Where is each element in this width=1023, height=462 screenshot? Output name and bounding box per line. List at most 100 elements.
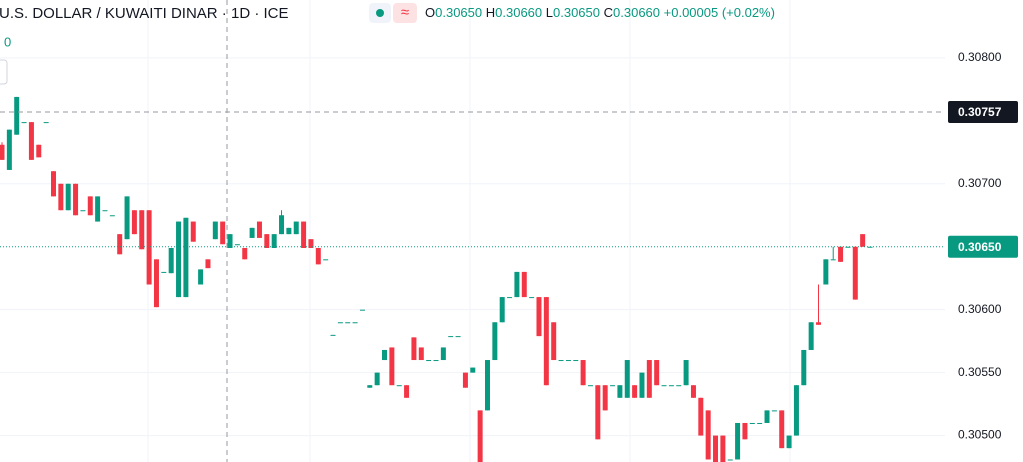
candle-body	[838, 246, 844, 262]
candle-body	[168, 247, 174, 274]
candle-body	[337, 322, 343, 324]
candle-body	[396, 385, 402, 387]
candle-body	[242, 247, 248, 260]
overlay: 0.30800 0.30700 0.30600 0.30550 0.30500 0.306…	[0, 50, 1018, 442]
candle-body	[234, 244, 240, 246]
candle-body	[367, 385, 373, 388]
candle-body	[793, 385, 799, 436]
candle-body	[764, 410, 770, 423]
candles	[0, 96, 873, 462]
candle-body	[73, 183, 79, 216]
candle-body	[293, 221, 299, 235]
candle-body	[433, 360, 439, 362]
candle-body	[36, 144, 42, 158]
candle-body	[21, 122, 27, 124]
y-tick-label: 0.30550	[958, 365, 1002, 379]
candle-body	[161, 271, 167, 273]
candle-body	[418, 347, 424, 361]
candle-body	[720, 435, 726, 462]
candle-body	[507, 297, 513, 299]
indicator-value: 0	[4, 34, 11, 49]
candle-body	[779, 410, 785, 449]
candle-body	[514, 271, 520, 298]
candle-body	[757, 422, 763, 424]
candle-body	[0, 144, 5, 160]
candle-body	[668, 385, 674, 387]
candle-body	[521, 271, 527, 298]
candle-body	[624, 360, 630, 398]
candle-body	[58, 183, 64, 211]
candle-body	[448, 336, 454, 338]
candle-body	[389, 347, 395, 386]
compare-button[interactable]	[393, 3, 417, 23]
readout-value: 0.30650	[435, 5, 482, 20]
candle-body	[705, 410, 711, 460]
candle-body	[676, 385, 682, 387]
candle-body	[801, 349, 807, 386]
candle-body	[6, 129, 12, 170]
candle-body	[256, 221, 262, 238]
candle-body	[830, 259, 836, 261]
ohlc-readout: O0.30650 H0.30660 L0.30650 C0.30660 +0.0…	[425, 5, 775, 20]
candle-body	[727, 459, 733, 461]
y-tick-label: 0.30700	[958, 176, 1002, 190]
candle-body	[382, 349, 388, 361]
candle-body	[183, 217, 189, 298]
candle-body	[860, 234, 866, 247]
readout-value: 0.30660	[495, 5, 542, 20]
candle-body	[271, 234, 277, 248]
candle-body	[617, 385, 623, 398]
candle-body	[359, 309, 365, 311]
candle-body	[124, 196, 130, 240]
candle-body	[749, 422, 755, 424]
chart-title: U.S. DOLLAR / KUWAITI DINAR · 1D · ICE	[0, 5, 288, 22]
y-tick-label: 0.30600	[958, 302, 1002, 316]
candle-body	[565, 360, 571, 362]
candle-body	[484, 360, 490, 411]
candle-body	[440, 347, 446, 361]
candle-body	[14, 96, 20, 135]
candle-body	[587, 385, 593, 387]
candle-body	[713, 435, 719, 462]
candle-body	[462, 372, 468, 388]
candle-body	[808, 322, 814, 350]
candle-body	[690, 385, 696, 398]
candle-body	[198, 269, 204, 285]
candle-body	[139, 210, 145, 250]
candle-body	[816, 322, 822, 325]
candle-body	[352, 322, 358, 324]
candle-body	[683, 360, 689, 386]
candle-body	[543, 297, 549, 386]
candle-body	[602, 385, 608, 411]
candle-body	[477, 410, 483, 462]
candle-body	[286, 227, 292, 235]
last-price-box	[948, 235, 1018, 258]
candle-body	[771, 410, 777, 412]
readout-key: L	[546, 5, 553, 20]
collapse-button[interactable]	[0, 59, 8, 85]
last-price-label: 0.30650	[958, 240, 1002, 254]
candle-body	[345, 322, 351, 324]
candle-body	[610, 385, 616, 387]
candle-body	[470, 367, 476, 373]
candle-body	[374, 372, 380, 386]
candle-body	[845, 246, 851, 248]
candle-body	[632, 385, 638, 398]
candle-body	[698, 397, 704, 436]
candle-body	[323, 259, 329, 261]
readout-value: 0.30650	[553, 5, 600, 20]
candle-body	[786, 435, 792, 449]
candle-body	[823, 259, 829, 285]
readout-value: 0.30660	[613, 5, 660, 20]
candle-body	[102, 210, 108, 212]
candle-body	[301, 221, 307, 248]
candle-body	[742, 422, 748, 440]
candle-body	[65, 183, 71, 211]
candle-body	[529, 297, 535, 299]
candle-body	[661, 385, 667, 387]
candle-body	[249, 227, 255, 238]
candle-body	[455, 336, 461, 338]
compare-icon: ≈	[401, 4, 409, 21]
candle-body	[646, 360, 652, 398]
